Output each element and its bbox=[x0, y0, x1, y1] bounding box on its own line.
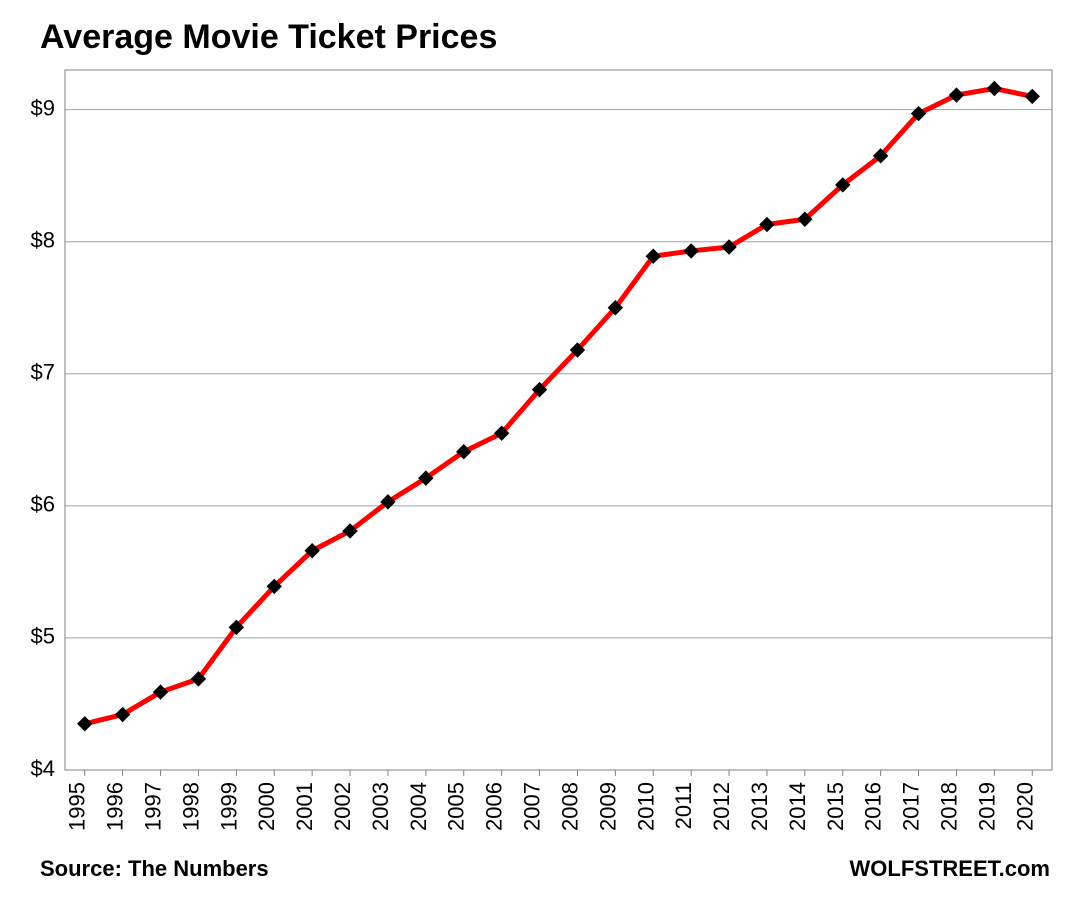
x-tick-label-group: 1999 bbox=[216, 782, 241, 831]
x-tick-label: 1995 bbox=[65, 782, 90, 831]
chart-container: Average Movie Ticket Prices $4$5$6$7$8$9… bbox=[0, 0, 1075, 900]
x-tick-label: 2004 bbox=[406, 782, 431, 831]
x-tick-label: 2012 bbox=[709, 782, 734, 831]
data-marker bbox=[78, 717, 92, 731]
x-tick-label: 2019 bbox=[974, 782, 999, 831]
y-tick-label: $7 bbox=[31, 360, 55, 385]
x-tick-label-group: 2000 bbox=[254, 782, 279, 831]
attribution-text: WOLFSTREET.com bbox=[850, 856, 1050, 882]
data-marker bbox=[987, 81, 1001, 95]
x-tick-label: 2001 bbox=[292, 782, 317, 831]
x-tick-label-group: 2002 bbox=[330, 782, 355, 831]
x-tick-label-group: 1995 bbox=[65, 782, 90, 831]
x-tick-label: 2020 bbox=[1012, 782, 1037, 831]
y-tick-label: $4 bbox=[31, 756, 55, 781]
x-tick-label-group: 2004 bbox=[406, 782, 431, 831]
x-tick-label-group: 2012 bbox=[709, 782, 734, 831]
source-text: Source: The Numbers bbox=[40, 856, 269, 882]
x-tick-label-group: 1997 bbox=[141, 782, 166, 831]
x-tick-label: 2007 bbox=[520, 782, 545, 831]
x-tick-label: 1998 bbox=[178, 782, 203, 831]
x-tick-label-group: 2015 bbox=[823, 782, 848, 831]
x-tick-label-group: 1998 bbox=[178, 782, 203, 831]
x-tick-label: 2018 bbox=[936, 782, 961, 831]
x-tick-label-group: 2014 bbox=[785, 782, 810, 831]
x-tick-label: 1996 bbox=[103, 782, 128, 831]
x-tick-label: 2015 bbox=[823, 782, 848, 831]
x-tick-label: 2009 bbox=[595, 782, 620, 831]
data-marker bbox=[1025, 89, 1039, 103]
plot-border bbox=[65, 70, 1052, 770]
x-tick-label-group: 2001 bbox=[292, 782, 317, 831]
x-tick-label-group: 2020 bbox=[1012, 782, 1037, 831]
x-tick-label: 1997 bbox=[141, 782, 166, 831]
x-tick-label: 2003 bbox=[368, 782, 393, 831]
x-tick-label: 2008 bbox=[557, 782, 582, 831]
data-marker bbox=[684, 244, 698, 258]
x-tick-label: 2010 bbox=[633, 782, 658, 831]
x-tick-label-group: 2003 bbox=[368, 782, 393, 831]
x-tick-label-group: 2006 bbox=[482, 782, 507, 831]
chart-svg: $4 $5 $6 $7 $8 $9 1995 1996 1997 1998 1999 2000 2001… bbox=[0, 0, 1075, 900]
x-tick-label-group: 2018 bbox=[936, 782, 961, 831]
x-tick-label-group: 2017 bbox=[899, 782, 924, 831]
x-tick-label: 2006 bbox=[482, 782, 507, 831]
x-tick-label-group: 2013 bbox=[747, 782, 772, 831]
x-tick-label: 2017 bbox=[899, 782, 924, 831]
x-tick-label: 2002 bbox=[330, 782, 355, 831]
x-tick-label: 2011 bbox=[671, 782, 696, 829]
x-tick-label-group: 2009 bbox=[595, 782, 620, 831]
y-tick-label: $5 bbox=[31, 624, 55, 649]
x-tick-label: 1999 bbox=[216, 782, 241, 831]
y-tick-label: $8 bbox=[31, 228, 55, 253]
x-tick-label-group: 2010 bbox=[633, 782, 658, 831]
x-tick-label: 2000 bbox=[254, 782, 279, 831]
x-tick-label-group: 2008 bbox=[557, 782, 582, 831]
x-tick-label-group: 2016 bbox=[861, 782, 886, 831]
series-line bbox=[85, 88, 1033, 723]
x-tick-label-group: 1996 bbox=[103, 782, 128, 831]
x-tick-label: 2005 bbox=[444, 782, 469, 831]
x-tick-label: 2013 bbox=[747, 782, 772, 831]
x-tick-label-group: 2007 bbox=[520, 782, 545, 831]
x-tick-label-group: 2005 bbox=[444, 782, 469, 831]
y-tick-label: $9 bbox=[31, 95, 55, 120]
x-tick-label: 2016 bbox=[861, 782, 886, 831]
x-tick-label-group: 2011 bbox=[671, 782, 696, 829]
x-tick-label-group: 2019 bbox=[974, 782, 999, 831]
x-tick-label: 2014 bbox=[785, 782, 810, 831]
y-tick-label: $6 bbox=[31, 492, 55, 517]
